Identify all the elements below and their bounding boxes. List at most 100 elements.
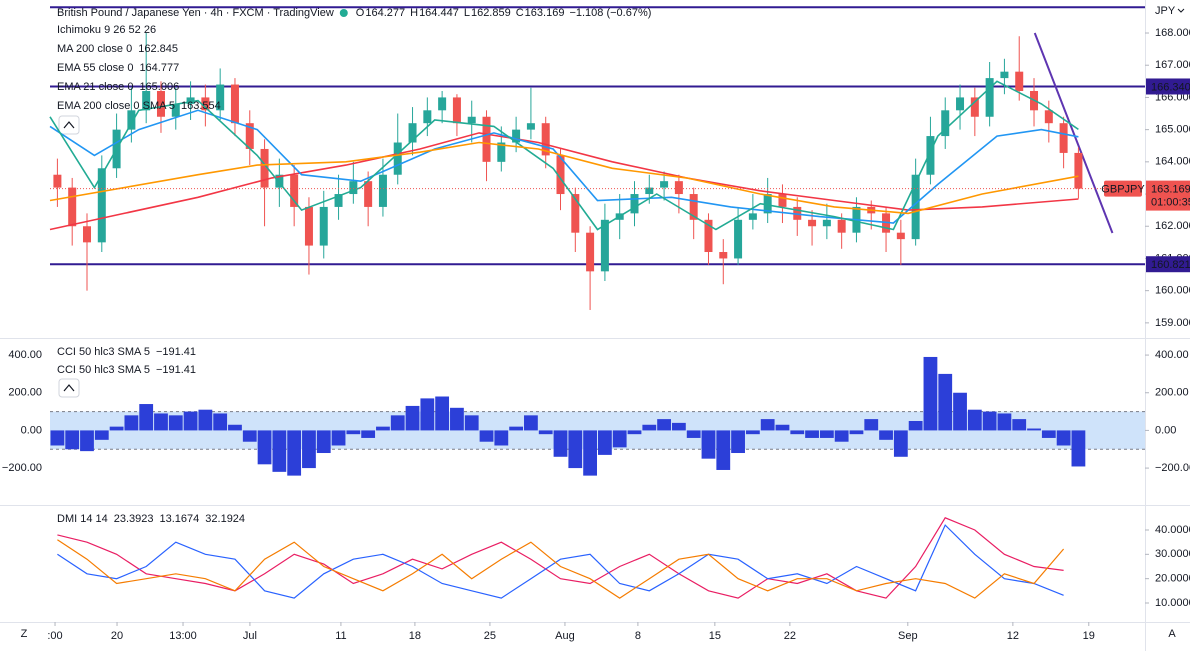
x-tick-label: :00	[47, 630, 62, 642]
cci-bar	[612, 430, 627, 448]
candle-body	[482, 116, 491, 162]
y-tick-label: 162.000	[1155, 220, 1190, 232]
ohlc-value: 163.169	[525, 7, 565, 19]
cci-bar	[716, 430, 731, 470]
candle-body	[541, 123, 550, 156]
series-legend-value: 162.845	[138, 43, 178, 55]
cci-bar	[760, 419, 775, 431]
candle-body	[467, 116, 476, 124]
y-tick-label-left: 200.00	[8, 387, 42, 399]
cci-bar	[420, 398, 435, 431]
cci-bar	[139, 404, 154, 431]
ohlc-key: L	[464, 7, 470, 19]
currency-label[interactable]: JPY	[1155, 5, 1176, 17]
auto-scale-button[interactable]: A	[1168, 628, 1176, 640]
cci-bar	[657, 419, 671, 431]
x-tick-label: 20	[111, 630, 123, 642]
indicator-legend-name: CCI 50 hlc3 SMA 5	[57, 346, 150, 358]
x-tick-label: 11	[335, 630, 346, 642]
chart-title: British Pound / Japanese Yen · 4h · FXCM…	[57, 7, 334, 19]
ohlc-key: H	[410, 7, 418, 19]
candle-body	[1000, 71, 1009, 79]
currency-caret[interactable]	[1177, 8, 1185, 13]
cci-bar	[65, 430, 80, 450]
cci-bar	[80, 430, 94, 452]
x-tick-label: Sep	[898, 630, 918, 642]
cci-bar	[701, 430, 716, 459]
timezone-button[interactable]: Z	[21, 628, 28, 640]
cci-bar	[390, 415, 405, 431]
cci-bar	[272, 430, 287, 472]
y-tick-label-left: 0.00	[21, 424, 42, 436]
candle-body	[304, 206, 313, 246]
x-tick-label: 19	[1083, 630, 1095, 642]
cci-bar	[1071, 430, 1086, 467]
cci-bar	[464, 415, 479, 431]
candle-body	[171, 103, 180, 117]
cci-bar	[331, 430, 346, 446]
cci-bar	[109, 426, 124, 431]
cci-bar	[583, 430, 597, 476]
ohlc-value: 164.447	[419, 7, 459, 19]
cci-bar	[819, 430, 834, 438]
candle-body	[68, 187, 77, 227]
candle-body	[896, 232, 905, 240]
cci-bar	[908, 420, 923, 431]
y-tick-label: 159.000	[1155, 317, 1190, 329]
y-tick-label: 20.0000	[1155, 573, 1190, 585]
candle-body	[290, 174, 299, 207]
series-legend-name: EMA 55 close 0	[57, 62, 133, 74]
cci-bar	[967, 409, 982, 431]
dmi-line	[57, 539, 1065, 599]
cci-bar	[183, 411, 198, 431]
indicator-legend-value: 13.1674	[160, 513, 200, 525]
y-tick-label: −200.00	[1155, 462, 1190, 474]
cci-bar	[553, 430, 568, 457]
series-legend-name: EMA 200 close 0 SMA 5	[57, 100, 175, 112]
collapse-button[interactable]	[58, 378, 80, 398]
candle-body	[275, 174, 284, 188]
symbol-badge	[1104, 180, 1142, 197]
cci-bar	[997, 413, 1012, 431]
candle-body	[393, 142, 402, 175]
series-legend-name: EMA 21 close 0	[57, 81, 133, 93]
cci-bar	[242, 430, 257, 442]
cci-bar	[627, 430, 642, 435]
candle-body	[334, 194, 343, 207]
ohlc-value: 164.277	[365, 7, 405, 19]
cci-bar	[213, 413, 228, 431]
candle-body	[186, 97, 195, 104]
price-level-label: 166.340	[1151, 81, 1190, 93]
cci-bar	[198, 409, 213, 431]
candle-body	[822, 219, 831, 227]
collapse-button[interactable]	[58, 115, 80, 135]
y-tick-label: 0.00	[1155, 424, 1176, 436]
cci-bar	[228, 424, 242, 431]
cci-bar	[849, 430, 864, 435]
candle-body	[985, 78, 994, 117]
cci-bar	[302, 430, 316, 469]
x-tick-label: Aug	[555, 630, 575, 642]
candle-body	[408, 123, 417, 143]
cci-bar	[154, 413, 168, 431]
candle-body	[97, 168, 106, 243]
candle-body	[837, 219, 846, 233]
last-price-badge	[1146, 180, 1190, 211]
y-tick-label: 164.000	[1155, 156, 1190, 168]
candle-body	[245, 123, 254, 149]
indicator-legend: Ichimoku 9 26 52 26	[57, 24, 156, 36]
candle-body	[689, 194, 698, 220]
cci-bar	[953, 392, 967, 431]
candle-body	[970, 97, 979, 117]
candle-body	[1015, 71, 1024, 91]
dmi-line	[57, 524, 1064, 599]
cci-bar	[346, 430, 361, 435]
x-tick-label: 25	[484, 630, 496, 642]
candle-body	[941, 110, 950, 137]
series-legend-name: MA 200 close 0	[57, 43, 132, 55]
candle-body	[911, 174, 920, 240]
cci-bar	[1041, 430, 1056, 438]
candle-body	[630, 194, 639, 214]
y-tick-label: 200.00	[1155, 387, 1189, 399]
